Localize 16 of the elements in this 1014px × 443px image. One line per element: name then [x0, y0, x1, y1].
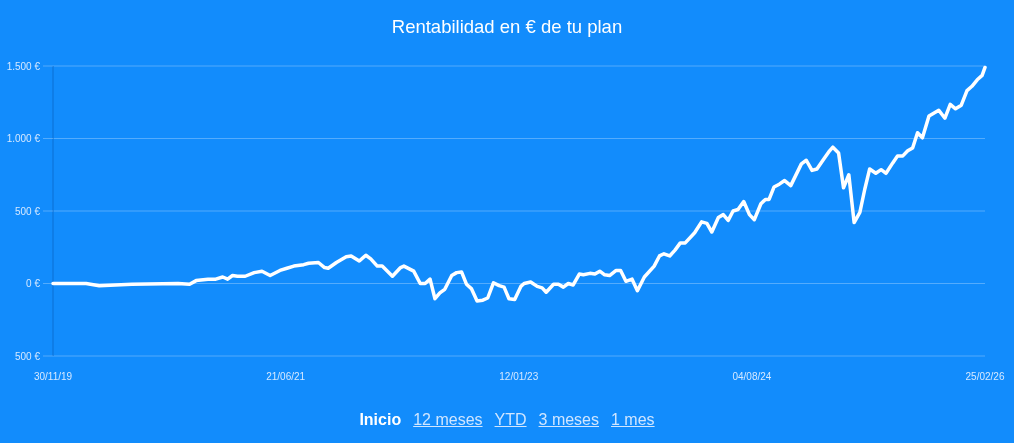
- x-tick-label: 25/02/26: [965, 371, 1005, 382]
- x-tick-label: 04/08/24: [732, 371, 772, 382]
- x-tick-label: 12/01/23: [499, 371, 539, 382]
- y-tick-label: 500 €: [14, 350, 41, 362]
- y-tick-label: 1.500 €: [6, 60, 41, 72]
- x-tick-label: 21/06/21: [266, 371, 306, 382]
- text: 1 mes: [611, 411, 655, 429]
- chart-title: Rentabilidad en € de tu plan: [391, 16, 623, 37]
- x-tick-label: 30/11/19: [33, 371, 73, 382]
- text: Inicio: [359, 411, 402, 429]
- y-tick-label: 1.000 €: [6, 133, 41, 144]
- text: 3 meses: [538, 411, 600, 429]
- y-tick-label: 500 €: [14, 205, 41, 217]
- text: YTD: [494, 411, 527, 429]
- y-tick-label: 0 €: [26, 278, 41, 289]
- text: 12 meses: [413, 411, 483, 429]
